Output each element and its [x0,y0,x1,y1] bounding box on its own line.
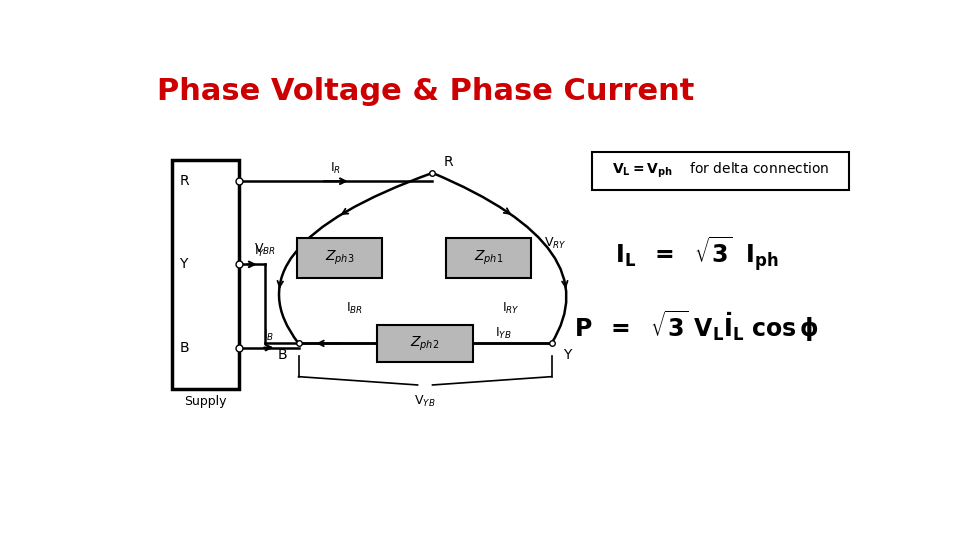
Text: I$_R$: I$_R$ [330,161,342,176]
Text: I$_{RY}$: I$_{RY}$ [502,300,519,315]
Text: $Z_{ph1}$: $Z_{ph1}$ [473,249,503,267]
Text: V$_{RY}$: V$_{RY}$ [544,236,566,251]
Bar [445,238,531,278]
Text: Supply: Supply [184,395,227,408]
Text: B: B [180,341,189,355]
Text: $Z_{ph2}$: $Z_{ph2}$ [410,334,440,353]
Text: I$_Y$: I$_Y$ [253,245,265,259]
Text: I$_{YB}$: I$_{YB}$ [494,326,512,341]
Text: $\mathbf{I_L}$  $\mathbf{=}$  $\mathbf{\sqrt{3}}$  $\mathbf{I_{ph}}$: $\mathbf{I_L}$ $\mathbf{=}$ $\mathbf{\sq… [614,234,779,274]
Text: R: R [180,174,189,188]
Text: $Z_{ph3}$: $Z_{ph3}$ [324,249,354,267]
Text: B: B [277,348,287,362]
Bar [376,325,473,362]
Text: I$_B$: I$_B$ [263,328,275,342]
Text: V$_{BR}$: V$_{BR}$ [254,242,276,258]
Bar [172,160,239,389]
Text: R: R [444,155,453,168]
Bar [297,238,382,278]
Text: I$_{BR}$: I$_{BR}$ [346,300,363,315]
Text: $\mathbf{P}$  $\mathbf{=}$  $\mathbf{\sqrt{3}}$ $\mathbf{V_L}$$\mathbf{\dot{I}_L: $\mathbf{P}$ $\mathbf{=}$ $\mathbf{\sqrt… [574,309,819,345]
Bar [592,152,850,190]
Text: V$_{YB}$: V$_{YB}$ [415,394,436,409]
Text: Phase Voltage & Phase Current: Phase Voltage & Phase Current [157,77,695,106]
Text: $\mathbf{V_L = V_{ph}}$    for delta connection: $\mathbf{V_L = V_{ph}}$ for delta connec… [612,161,829,180]
Text: Y: Y [563,348,571,362]
Text: Y: Y [180,258,188,272]
